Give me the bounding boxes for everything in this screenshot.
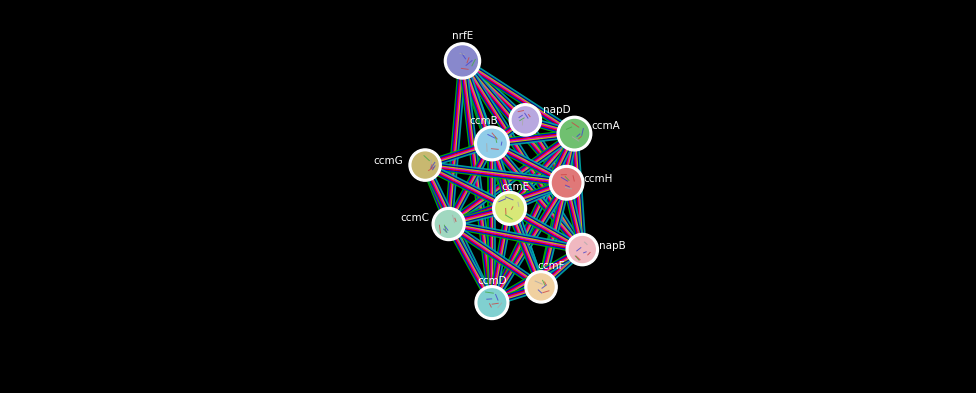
Text: ccmA: ccmA [590,121,620,131]
Circle shape [432,208,466,241]
Text: ccmE: ccmE [502,182,530,192]
Text: nrfE: nrfE [452,31,473,41]
Circle shape [509,104,542,136]
Text: ccmC: ccmC [400,213,429,223]
Circle shape [557,116,591,151]
Circle shape [448,46,477,76]
Circle shape [435,211,462,237]
Circle shape [528,274,554,300]
Circle shape [493,191,526,225]
Circle shape [552,169,581,197]
Text: napB: napB [599,241,626,251]
Circle shape [478,289,506,316]
Circle shape [478,129,507,158]
Text: ccmH: ccmH [584,174,613,184]
Circle shape [560,119,589,148]
Text: ccmB: ccmB [469,116,499,126]
Circle shape [569,237,595,263]
Circle shape [512,107,539,133]
Circle shape [496,195,523,222]
Circle shape [474,126,509,161]
Text: ccmG: ccmG [374,156,403,166]
Circle shape [549,165,584,200]
Circle shape [409,149,441,181]
Circle shape [566,233,598,266]
Circle shape [525,271,557,303]
Text: ccmD: ccmD [477,276,507,286]
Text: ccmF: ccmF [537,261,565,271]
Text: napD: napD [543,105,571,115]
Circle shape [412,152,438,178]
Circle shape [475,286,508,320]
Circle shape [444,43,480,79]
